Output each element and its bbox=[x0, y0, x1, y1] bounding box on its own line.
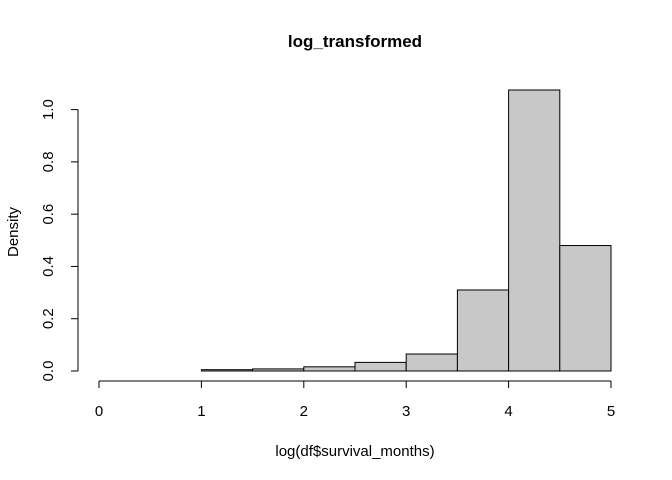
x-tick-label: 0 bbox=[95, 403, 103, 420]
chart-title: log_transformed bbox=[288, 32, 422, 51]
y-tick-label: 1.0 bbox=[40, 99, 57, 120]
y-axis: 0.0 0.2 0.4 0.6 0.8 1.0 bbox=[40, 99, 79, 382]
y-tick-label: 0.4 bbox=[40, 256, 57, 277]
x-axis-label: log(df$survival_months) bbox=[275, 443, 434, 460]
x-tick-label: 1 bbox=[197, 403, 205, 420]
histogram-bar bbox=[456, 289, 510, 372]
histogram-bar bbox=[200, 369, 254, 372]
histogram-bar bbox=[354, 361, 407, 372]
x-tick-label: 2 bbox=[300, 403, 308, 420]
x-tick-label: 4 bbox=[504, 403, 512, 420]
y-tick-label: 0.2 bbox=[40, 308, 57, 329]
y-tick-label: 0.0 bbox=[40, 361, 57, 382]
y-tick-label: 0.6 bbox=[40, 204, 57, 225]
histogram-bar bbox=[252, 368, 305, 372]
x-tick-label: 5 bbox=[607, 403, 615, 420]
y-axis-label: Density bbox=[5, 206, 22, 257]
x-axis: 0 1 2 3 4 5 bbox=[95, 380, 615, 420]
histogram-bar bbox=[508, 89, 561, 372]
histogram-bar bbox=[303, 366, 356, 372]
histogram-bars bbox=[200, 89, 612, 372]
x-tick-label: 3 bbox=[402, 403, 410, 420]
histogram-bar bbox=[405, 353, 458, 372]
y-tick-label: 0.8 bbox=[40, 151, 57, 172]
histogram-bar bbox=[559, 245, 612, 372]
